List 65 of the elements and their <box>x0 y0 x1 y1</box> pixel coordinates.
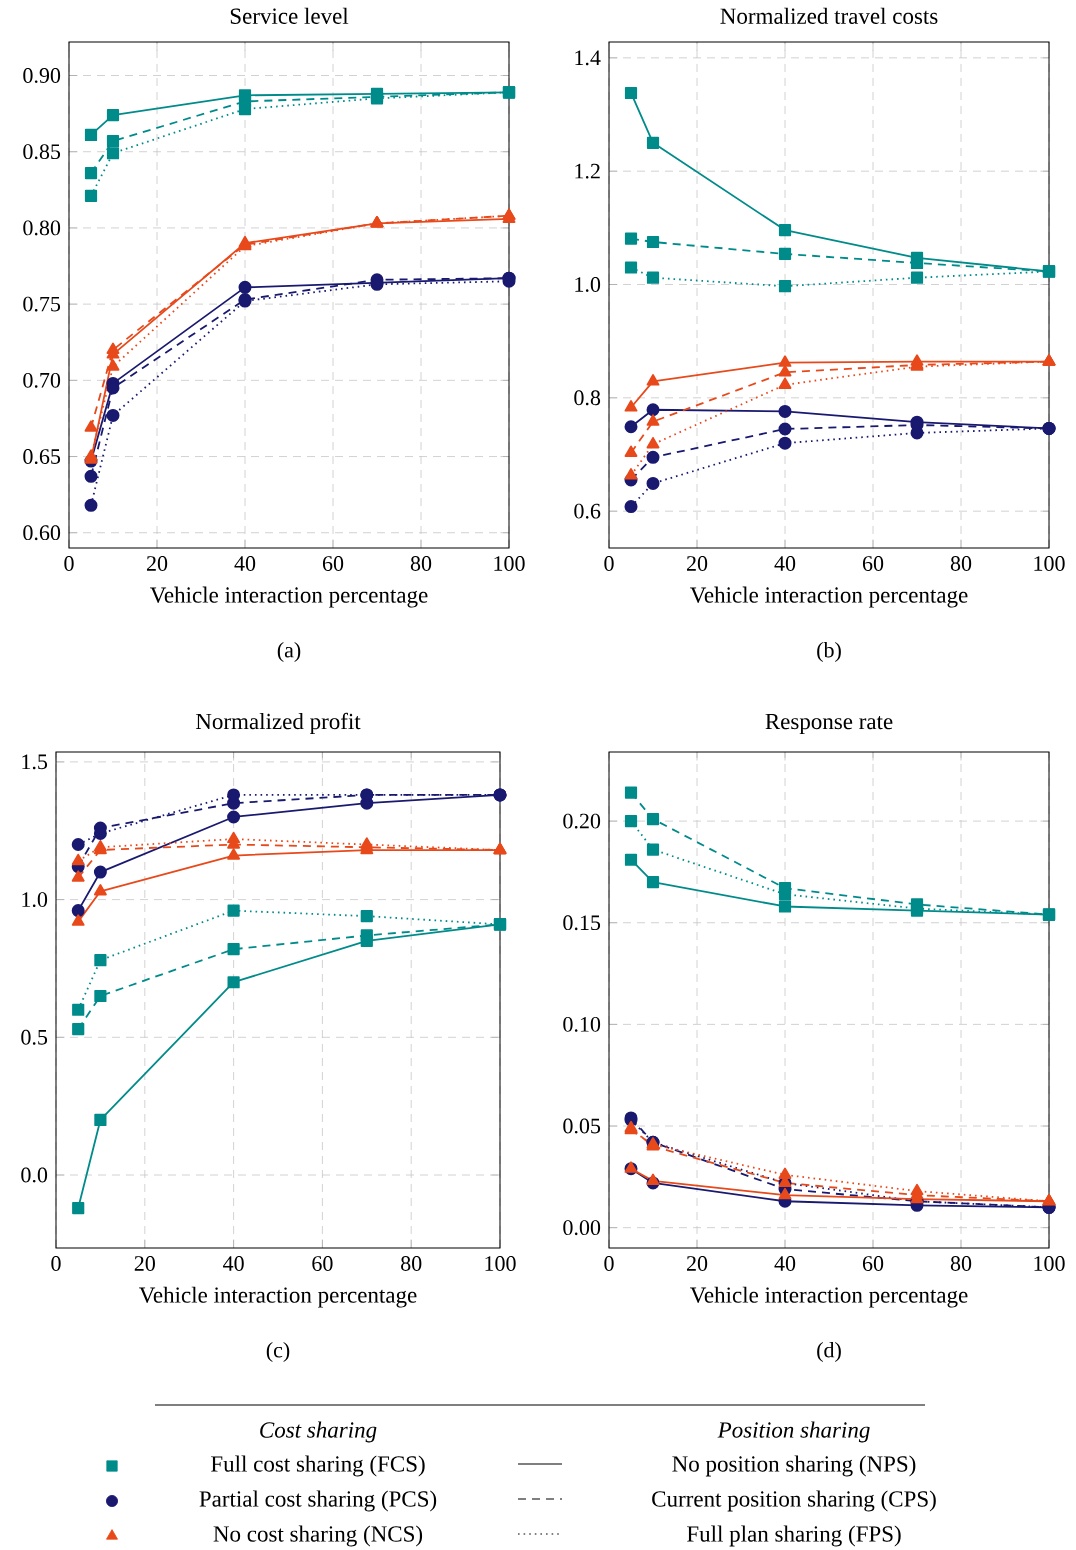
y-tick-label: 0.05 <box>563 1118 601 1134</box>
text: No cost sharing (NCS) <box>213 1525 423 1547</box>
y-tick-label: 0.80 <box>23 220 61 236</box>
text: Partial cost sharing (PCS) <box>199 1490 437 1512</box>
x-tick-label: 80 <box>950 556 972 571</box>
y-tick-label: 0.85 <box>23 144 61 160</box>
x-tick-label: 40 <box>234 556 256 571</box>
text: (a) <box>277 642 301 662</box>
y-tick-label: 0.90 <box>23 68 61 83</box>
y-tick-label: 1.4 <box>575 50 601 66</box>
chart-title: Normalized travel costs <box>720 7 938 24</box>
y-tick-label: 0.10 <box>563 1016 601 1032</box>
y-tick-label: 0.0 <box>21 1167 48 1183</box>
y-tick-label: 0.00 <box>563 1220 601 1236</box>
y-tick-label: 1.0 <box>575 277 601 292</box>
y-tick-label: 1.0 <box>22 892 48 908</box>
text: Full cost sharing (FCS) <box>211 1455 425 1477</box>
x-tick-label: 20 <box>146 556 168 571</box>
y-tick-label: 0.15 <box>563 915 601 931</box>
y-tick-label: 0.5 <box>21 1029 48 1045</box>
text: Current position sharing (CPS) <box>652 1490 936 1512</box>
text: (b) <box>817 642 841 662</box>
y-tick-label: 0.65 <box>23 449 61 465</box>
y-tick-label: 1.2 <box>575 163 600 179</box>
y-tick-label: 0.6 <box>574 503 601 519</box>
y-tick-label: 0.8 <box>574 390 601 406</box>
x-tick-label: 100 <box>494 556 525 571</box>
text: (c) <box>266 1342 290 1362</box>
x-axis-title: Vehicle interaction percentage <box>150 586 428 608</box>
x-tick-label: 0 <box>604 556 614 571</box>
x-tick-label: 0 <box>51 1256 61 1271</box>
text: No position sharing (NPS) <box>672 1455 916 1477</box>
x-tick-label: 20 <box>686 556 708 571</box>
y-tick-label: 0.70 <box>23 372 61 388</box>
y-tick-label: 0.20 <box>563 813 601 829</box>
x-tick-label: 60 <box>862 556 884 571</box>
x-tick-label: 100 <box>1034 556 1065 571</box>
text: Full plan sharing (FPS) <box>687 1525 901 1547</box>
x-axis-title: Vehicle interaction percentage <box>139 1286 417 1308</box>
x-tick-label: 40 <box>223 1256 244 1271</box>
x-axis-title: Vehicle interaction percentage <box>690 586 968 608</box>
chart-title: Response rate <box>765 713 893 734</box>
y-tick-label: 0.75 <box>23 296 61 312</box>
x-tick-label: 40 <box>774 556 796 571</box>
y-tick-label: 1.5 <box>22 754 48 770</box>
chart-title: Normalized profit <box>195 712 361 734</box>
text: (d) <box>817 1342 841 1362</box>
y-tick-label: 0.60 <box>23 525 61 541</box>
x-tick-label: 20 <box>134 1256 155 1271</box>
x-tick-label: 80 <box>401 1256 422 1271</box>
x-tick-label: 20 <box>686 1256 708 1271</box>
x-tick-label: 0 <box>604 1256 614 1271</box>
x-tick-label: 60 <box>862 1256 884 1271</box>
x-tick-label: 0 <box>64 556 74 571</box>
x-tick-label: 60 <box>322 556 344 571</box>
x-tick-label: 40 <box>774 1256 796 1271</box>
x-tick-label: 100 <box>485 1256 516 1271</box>
chart-title: Service level <box>230 7 349 24</box>
x-axis-title: Vehicle interaction percentage <box>690 1286 968 1308</box>
x-tick-label: 80 <box>950 1256 972 1271</box>
x-tick-label: 80 <box>410 556 432 571</box>
text: Cost sharing <box>260 1421 377 1443</box>
text: Position sharing <box>717 1421 870 1443</box>
x-tick-label: 60 <box>312 1256 333 1271</box>
x-tick-label: 100 <box>1034 1256 1065 1271</box>
